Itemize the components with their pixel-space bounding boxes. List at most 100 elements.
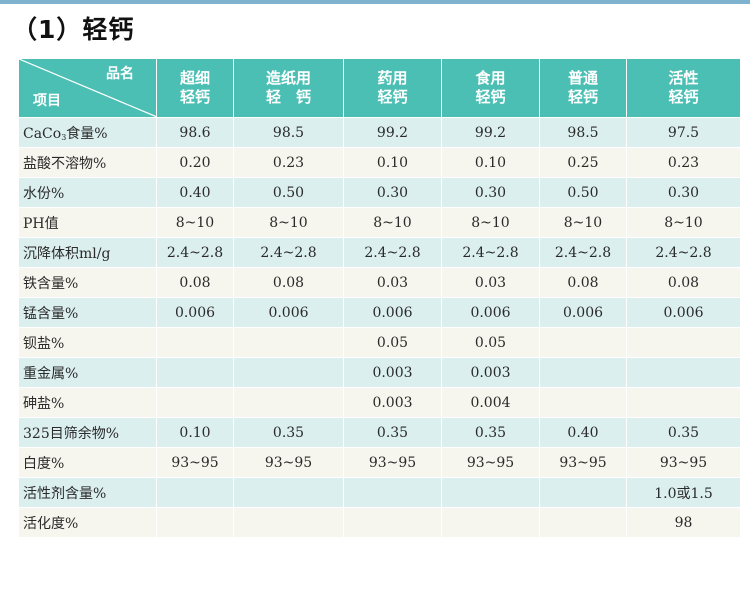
table-cell xyxy=(343,507,442,538)
table-cell: 0.35 xyxy=(441,417,540,448)
column-header-ultrafine: 超细 轻钙 xyxy=(156,58,234,118)
table-cell: 93~95 xyxy=(156,447,234,478)
table-cell xyxy=(539,327,627,358)
row-label: 水份% xyxy=(18,177,157,208)
column-header-line: 轻 钙 xyxy=(265,88,311,106)
table-row: CaCo3食量% 98.6 98.5 99.2 99.2 98.5 97.5 xyxy=(18,117,741,148)
table-cell: 2.4~2.8 xyxy=(441,237,540,268)
table-cell: 0.20 xyxy=(156,147,234,178)
table-cell xyxy=(233,387,344,418)
table-cell: 99.2 xyxy=(343,117,442,148)
section-heading: （1）轻钙 xyxy=(12,15,135,44)
table-cell xyxy=(233,507,344,538)
table-cell: 8~10 xyxy=(233,207,344,238)
table-cell: 0.006 xyxy=(626,297,741,328)
row-label-text: 重金属% xyxy=(23,365,79,382)
table-cell: 2.4~2.8 xyxy=(343,237,442,268)
table-row: 锰含量% 0.006 0.006 0.006 0.006 0.006 0.006 xyxy=(18,297,741,328)
table-row: PH值 8~10 8~10 8~10 8~10 8~10 8~10 xyxy=(18,207,741,238)
table-cell: 0.23 xyxy=(626,147,741,178)
row-label: 白度% xyxy=(18,447,157,478)
corner-diagonal-line xyxy=(19,59,156,117)
column-header-line: 普通 xyxy=(567,69,598,87)
table-cell: 0.003 xyxy=(343,387,442,418)
table-cell: 2.4~2.8 xyxy=(626,237,741,268)
table-row: 铁含量% 0.08 0.08 0.03 0.03 0.08 0.08 xyxy=(18,267,741,298)
table-cell: 0.08 xyxy=(156,267,234,298)
table-cell: 8~10 xyxy=(441,207,540,238)
table-cell: 0.08 xyxy=(626,267,741,298)
table-cell: 0.25 xyxy=(539,147,627,178)
column-header-line: 活性 xyxy=(668,69,699,87)
column-header-papermaking: 造纸用轻 钙 xyxy=(233,58,344,118)
table-cell: 8~10 xyxy=(539,207,627,238)
table-cell: 0.08 xyxy=(233,267,344,298)
row-label-text: 钡盐% xyxy=(23,335,65,352)
table-cell: 0.10 xyxy=(441,147,540,178)
table-cell: 98.6 xyxy=(156,117,234,148)
row-label-text: 盐酸不溶物% xyxy=(23,155,107,172)
column-header-common: 普通 轻钙 xyxy=(539,58,627,118)
table-row: 325目筛余物% 0.10 0.35 0.35 0.35 0.40 0.35 xyxy=(18,417,741,448)
corner-product-label: 品名 xyxy=(106,66,134,82)
row-label-subscript: 3 xyxy=(61,132,67,142)
column-header-line: 轻钙 xyxy=(668,88,699,106)
column-header-line: 药用 xyxy=(377,69,408,87)
row-label-text: 锰含量% xyxy=(23,305,79,322)
table-row: 白度% 93~95 93~95 93~95 93~95 93~95 93~95 xyxy=(18,447,741,478)
row-label-text: 325目筛余物% xyxy=(23,425,120,442)
table-cell: 0.23 xyxy=(233,147,344,178)
row-label: 砷盐% xyxy=(18,387,157,418)
column-header-activated: 活性 轻钙 xyxy=(626,58,741,118)
table-cell: 0.35 xyxy=(343,417,442,448)
table-cell: 0.006 xyxy=(233,297,344,328)
table-cell: 0.05 xyxy=(343,327,442,358)
column-header-line: 超细 xyxy=(179,69,210,87)
row-label-text: 活性剂含量% xyxy=(23,485,107,502)
spec-table: 品名 项目 超细 轻钙 造纸用轻 钙 药用 轻钙 食用 轻钙 普通 轻钙 活性 轻钙 Ca… xyxy=(18,58,741,538)
row-label: 325目筛余物% xyxy=(18,417,157,448)
row-label-suffix: 食量% xyxy=(66,125,108,142)
table-row: 水份% 0.40 0.50 0.30 0.30 0.50 0.30 xyxy=(18,177,741,208)
table-cell xyxy=(626,387,741,418)
table-cell: 2.4~2.8 xyxy=(156,237,234,268)
row-label: 重金属% xyxy=(18,357,157,388)
row-label-text: 砷盐% xyxy=(23,395,65,412)
row-label: 铁含量% xyxy=(18,267,157,298)
row-label: 盐酸不溶物% xyxy=(18,147,157,178)
row-label: 活性剂含量% xyxy=(18,477,157,508)
row-label: 锰含量% xyxy=(18,297,157,328)
table-cell xyxy=(539,477,627,508)
table-cell: 0.50 xyxy=(233,177,344,208)
table-cell: 0.40 xyxy=(156,177,234,208)
column-header-line: 轻钙 xyxy=(377,88,408,106)
table-cell: 0.40 xyxy=(539,417,627,448)
column-header-line: 食用 xyxy=(475,69,506,87)
table-row: 盐酸不溶物% 0.20 0.23 0.10 0.10 0.25 0.23 xyxy=(18,147,741,178)
table-cell: 0.08 xyxy=(539,267,627,298)
column-header-line: 轻钙 xyxy=(567,88,598,106)
table-cell: 0.30 xyxy=(626,177,741,208)
row-label-text: 水份% xyxy=(23,185,65,202)
table-cell xyxy=(156,387,234,418)
row-label: 钡盐% xyxy=(18,327,157,358)
table-cell: 0.03 xyxy=(343,267,442,298)
table-cell: 2.4~2.8 xyxy=(233,237,344,268)
column-header-food: 食用 轻钙 xyxy=(441,58,540,118)
table-cell: 8~10 xyxy=(343,207,442,238)
table-cell: 8~10 xyxy=(626,207,741,238)
table-cell xyxy=(156,507,234,538)
table-cell: 2.4~2.8 xyxy=(539,237,627,268)
table-cell: 0.35 xyxy=(233,417,344,448)
table-row: 砷盐% 0.003 0.004 xyxy=(18,387,741,418)
table-cell: 0.006 xyxy=(539,297,627,328)
column-header-line: 造纸用 xyxy=(265,69,311,87)
row-label-text: CaCo xyxy=(23,125,62,142)
table-cell: 93~95 xyxy=(626,447,741,478)
table-cell: 99.2 xyxy=(441,117,540,148)
table-cell xyxy=(626,357,741,388)
top-accent-line xyxy=(0,0,750,4)
column-header-line: 轻钙 xyxy=(475,88,506,106)
table-cell xyxy=(156,477,234,508)
header-row: 品名 项目 超细 轻钙 造纸用轻 钙 药用 轻钙 食用 轻钙 普通 轻钙 活性 轻钙 xyxy=(18,58,741,118)
